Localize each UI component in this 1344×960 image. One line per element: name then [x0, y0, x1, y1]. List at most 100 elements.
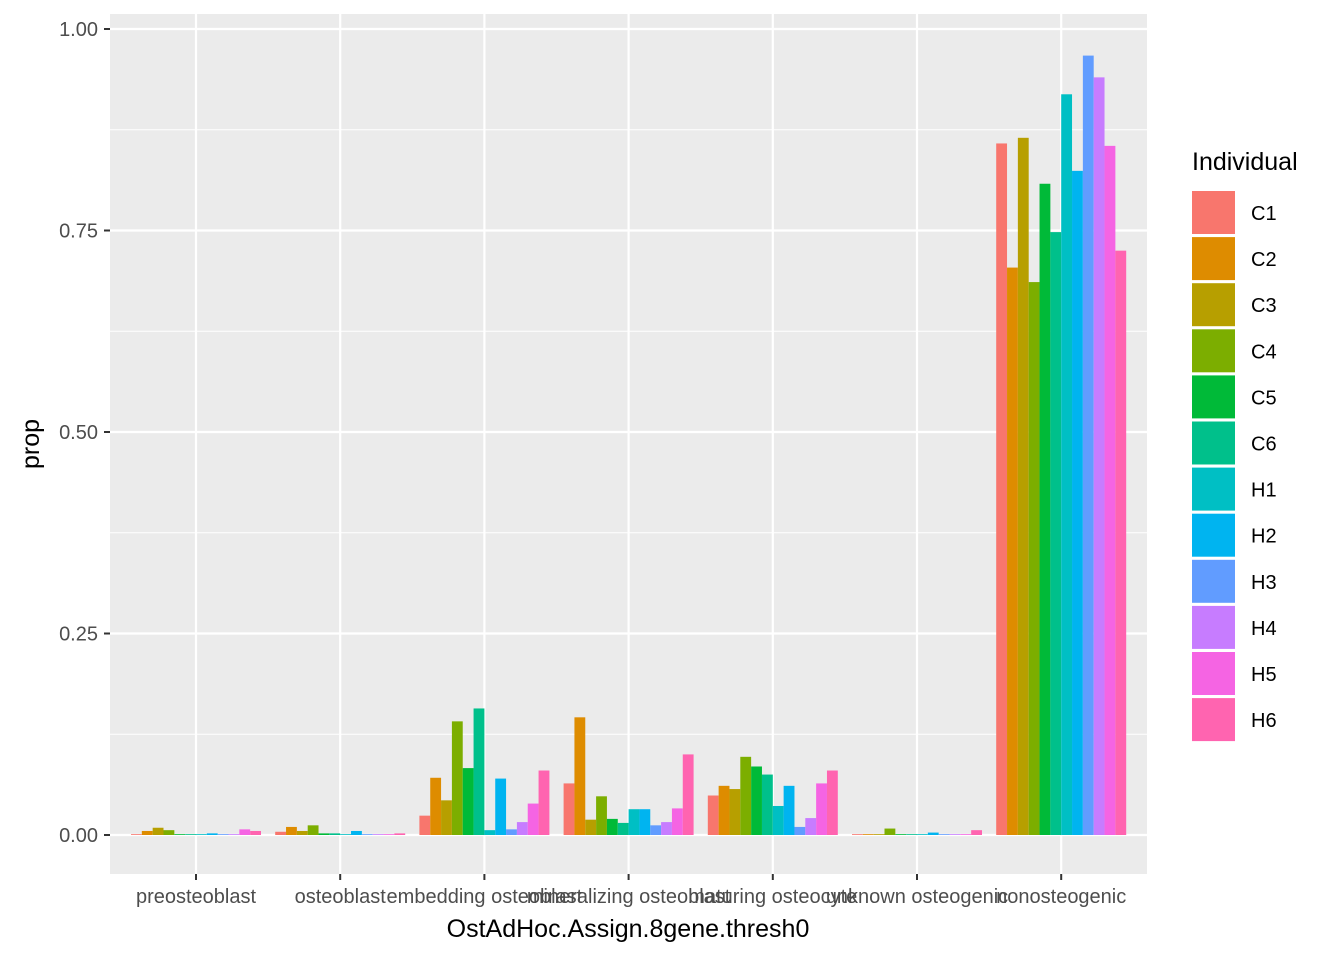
bar-c4 [307, 825, 319, 835]
bar-c5 [606, 818, 618, 835]
legend-label-c4: C4 [1251, 341, 1277, 363]
bar-c4 [1028, 282, 1040, 836]
bar-c4 [740, 756, 752, 835]
bar-h4 [1093, 77, 1105, 836]
bar-h3 [506, 829, 517, 835]
bar-c3 [152, 827, 164, 835]
bar-h1 [484, 830, 496, 835]
bar-c1 [852, 834, 863, 835]
bar-h4 [949, 834, 961, 835]
x-axis: preosteoblast osteoblast embedding osteobl… [136, 874, 1126, 908]
bar-c1 [131, 834, 142, 835]
bar-h1 [772, 805, 784, 835]
y-tick-label: 1.00 [59, 19, 98, 41]
bar-h6 [250, 830, 261, 835]
x-tick-label: embedding osteoblast [387, 886, 583, 908]
bar-c2 [718, 785, 730, 835]
bar-h3 [938, 834, 950, 835]
x-tick-label: nonosteogenic [996, 886, 1126, 908]
legend-key-c6 [1192, 421, 1235, 465]
bar-h3 [217, 834, 229, 835]
x-axis-title: OstAdHoc.Assign.8gene.thresh0 [447, 915, 810, 943]
legend-key-c1 [1192, 191, 1235, 234]
bar-c1 [275, 831, 287, 835]
bar-h6 [971, 830, 982, 835]
legend-label-h4: H4 [1251, 618, 1277, 640]
bar-h5 [1104, 145, 1116, 835]
bar-c3 [1017, 137, 1029, 835]
bar-h2 [351, 830, 362, 835]
legend-label-h5: H5 [1251, 664, 1277, 686]
bar-c2 [141, 830, 153, 835]
bar-c3 [585, 819, 597, 835]
bar-c2 [286, 826, 297, 835]
x-tick-label: maturing osteocyte [688, 886, 857, 908]
bar-c6 [1050, 232, 1062, 835]
bar-c4 [596, 796, 607, 835]
bar-h4 [372, 834, 384, 835]
bar-h3 [1082, 55, 1094, 835]
bar-h1 [1061, 94, 1073, 835]
bar-h5 [671, 808, 683, 835]
bar-h6 [1115, 250, 1127, 835]
bar-h3 [361, 834, 373, 835]
bar-c2 [862, 834, 874, 835]
legend-label-c6: C6 [1251, 434, 1277, 456]
bars [131, 55, 1127, 836]
bar-c3 [296, 830, 308, 835]
bar-h1 [196, 834, 207, 835]
bar-h5 [960, 834, 972, 835]
bar-h1 [917, 834, 928, 835]
legend-label-h6: H6 [1251, 710, 1277, 732]
bar-c5 [895, 834, 907, 835]
bar-c4 [451, 721, 463, 835]
bar-c5 [1039, 183, 1051, 835]
bar-c1 [419, 815, 431, 835]
bar-h3 [794, 826, 806, 835]
bar-c4 [884, 828, 896, 835]
legend-key-h1 [1192, 467, 1235, 511]
bar-h2 [927, 832, 939, 835]
bar-c1 [707, 795, 719, 835]
x-tick-label: unknown osteogenic [826, 886, 1008, 908]
legend-label-h3: H3 [1251, 572, 1277, 594]
bar-h5 [816, 783, 827, 835]
legend-label-c2: C2 [1251, 249, 1277, 271]
legend-key-c3 [1192, 283, 1235, 327]
bar-c1 [563, 783, 575, 835]
y-tick-label: 0.00 [59, 825, 98, 847]
bar-h4 [228, 834, 240, 835]
legend-label-c1: C1 [1251, 203, 1277, 225]
bar-c6 [473, 708, 485, 835]
bar-h5 [383, 834, 395, 835]
bar-c5 [174, 834, 186, 835]
legend: Individual C1 C2 C3 C4 C5 C6 H1 H2 H3 H4 H5 H6 [1192, 148, 1298, 742]
y-axis-title: prop [17, 419, 45, 469]
bar-c5 [318, 833, 330, 835]
legend-label-c3: C3 [1251, 295, 1277, 317]
bar-h5 [527, 803, 539, 835]
y-tick-label: 0.50 [59, 422, 98, 444]
bar-c5 [751, 766, 762, 835]
bar-h3 [650, 825, 662, 835]
bar-c1 [996, 143, 1008, 835]
bar-c3 [729, 789, 741, 835]
bar-h1 [628, 809, 640, 835]
bar-c2 [430, 777, 442, 835]
bar-c6 [761, 774, 773, 835]
y-tick-label: 0.75 [59, 221, 98, 243]
bar-c5 [462, 768, 474, 835]
bar-c3 [873, 834, 885, 835]
y-axis: 0.00 0.25 0.50 0.75 1.00 [59, 19, 110, 847]
bar-h2 [495, 778, 507, 835]
legend-key-c4 [1192, 329, 1235, 373]
legend-key-h3 [1192, 559, 1235, 603]
legend-key-h4 [1192, 605, 1235, 649]
legend-key-h5 [1192, 652, 1235, 695]
bar-h6 [826, 770, 838, 835]
bar-h2 [1072, 170, 1083, 835]
x-tick-label: mineralizing osteoblast [527, 886, 731, 908]
legend-key-h2 [1192, 513, 1235, 557]
bar-c6 [329, 833, 341, 835]
bar-h5 [239, 829, 251, 835]
